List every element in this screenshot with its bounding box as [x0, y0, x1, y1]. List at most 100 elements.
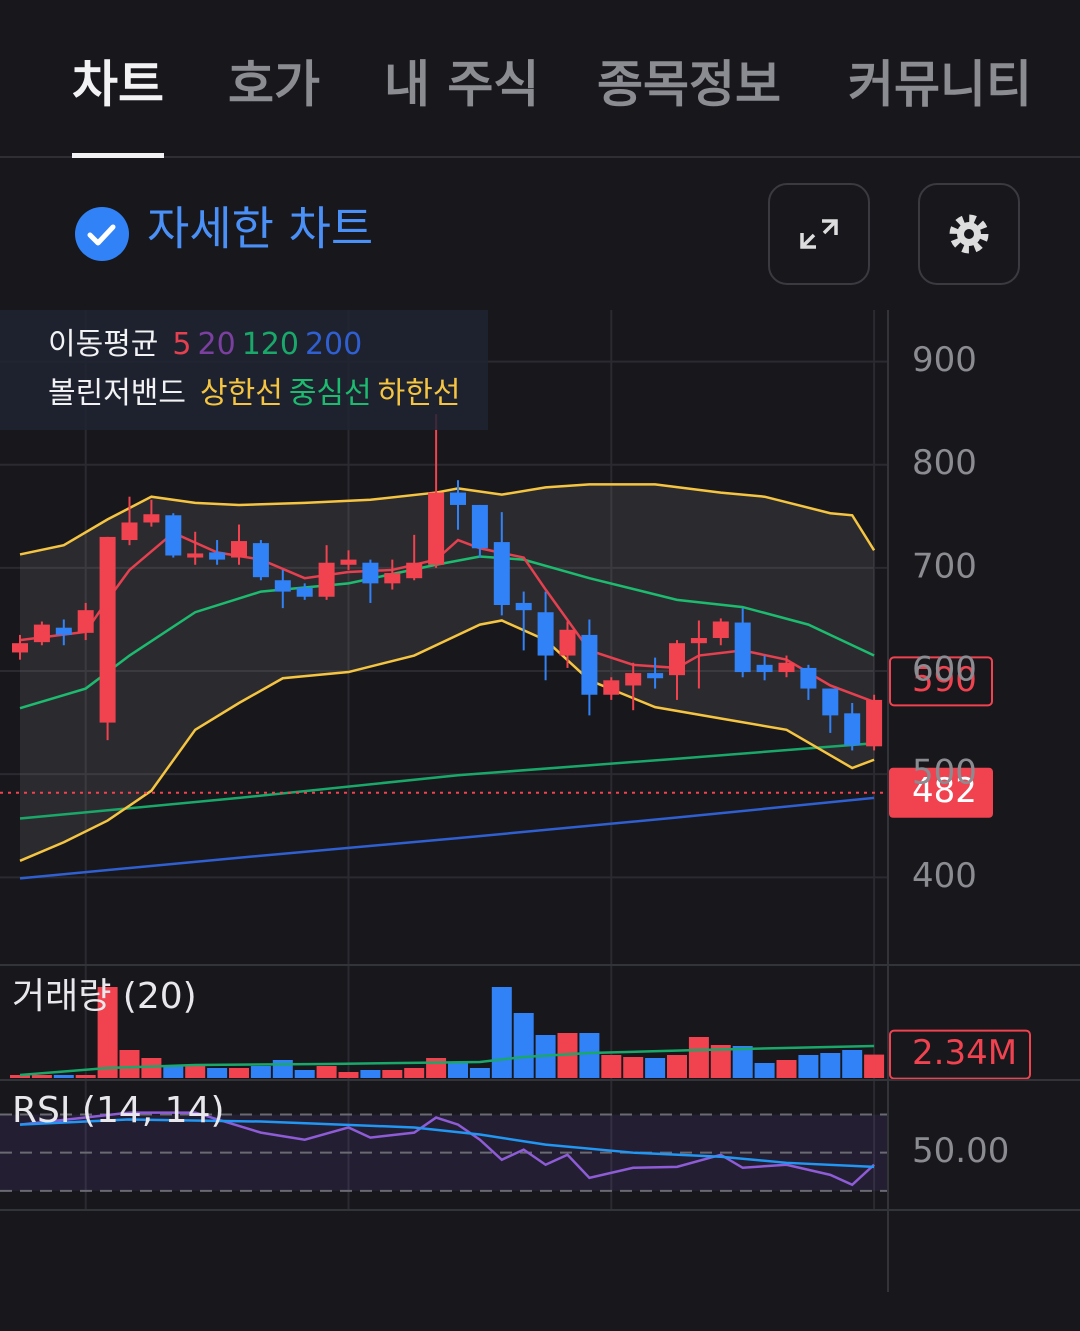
candle-body: [844, 713, 861, 746]
candle-body: [756, 664, 773, 673]
candle-body: [406, 562, 423, 579]
candle-body: [428, 492, 445, 565]
legend-row: 이동평균 5 20 120 200: [48, 327, 362, 362]
volume-bar: [732, 1046, 753, 1078]
current-price-box: [889, 656, 993, 707]
volume-bar: [250, 1066, 271, 1078]
plot-area: 22:0023:008일01:00: [0, 310, 888, 1210]
candle-body: [559, 629, 576, 656]
toggle-label: 자세한 차트: [147, 202, 373, 256]
volume-bar: [667, 1055, 687, 1078]
legend-entry: 하한선: [378, 376, 461, 411]
volume-bar: [601, 1055, 622, 1078]
indicator-line: [19, 796, 875, 880]
volume-bar: [491, 987, 512, 1078]
y-tick-label: 500: [912, 753, 977, 793]
volume-bar: [294, 1070, 315, 1078]
candle-body: [340, 559, 357, 565]
candle-body: [209, 552, 226, 560]
volume-bar: [710, 1045, 731, 1078]
settings-button[interactable]: [918, 183, 1020, 285]
candle-body: [121, 522, 138, 541]
candle-body: [77, 610, 94, 633]
tab[interactable]: 차트: [72, 56, 164, 114]
candle-body: [734, 622, 751, 673]
volume-bar: [448, 1062, 468, 1078]
candle-body: [647, 673, 664, 679]
indicator-line: [19, 1111, 875, 1187]
volume-bar: [338, 1072, 359, 1078]
gear-teeth: [949, 214, 989, 254]
candle-body: [712, 621, 729, 639]
candle-body: [690, 638, 707, 644]
volume-bar: [798, 1055, 819, 1078]
volume-bar: [53, 1075, 74, 1078]
average-price-label: 482: [912, 771, 977, 811]
volume-bar: [119, 1050, 140, 1078]
volume-bar: [513, 1013, 534, 1078]
volume-bar: [688, 1037, 709, 1078]
band-fill: [20, 484, 875, 861]
volume-label: 2.34M: [912, 1033, 1017, 1073]
indicator-line: [19, 619, 875, 862]
legend-entry: 120: [242, 327, 299, 362]
volume-bar: [229, 1068, 249, 1078]
legend-entry: 200: [305, 327, 362, 362]
volume-bar: [623, 1057, 644, 1078]
indicator-line: [19, 555, 875, 710]
volume-bar: [31, 1075, 52, 1078]
expand-icon: [800, 219, 838, 249]
candle-body: [165, 515, 182, 556]
candle-body: [362, 562, 379, 584]
volume-bar: [316, 1066, 337, 1078]
candle-body: [296, 587, 313, 597]
candle-body: [822, 688, 839, 716]
volume-bar: [426, 1058, 447, 1078]
tab-bar: 차트 호가 내 주식 종목정보 커뮤니티: [72, 56, 1032, 158]
volume-bar: [207, 1068, 228, 1078]
expand-button[interactable]: [768, 183, 870, 285]
indicator-line: [19, 531, 875, 704]
legend-label: 이동평균: [48, 327, 158, 362]
gear-hole: [964, 229, 974, 239]
tab[interactable]: 종목정보: [597, 56, 781, 114]
y-tick-label: 50.00: [912, 1131, 1009, 1171]
legend-entry: 상한선: [200, 376, 283, 411]
volume-bar: [469, 1068, 490, 1078]
indicator-line: [19, 1044, 875, 1077]
volume-bar: [404, 1068, 425, 1078]
legend-row: 볼린저밴드 상한선 중심선 하한선: [48, 376, 460, 411]
volume-bar: [820, 1053, 841, 1078]
panel-title: 거래량 (20): [12, 976, 197, 1017]
candle-body: [537, 612, 554, 656]
volume-bar: [842, 1050, 863, 1078]
volume-bar: [10, 1075, 30, 1078]
volume-bar: [776, 1060, 797, 1078]
candle-body: [581, 634, 598, 695]
toggle[interactable]: 자세한 차트: [75, 202, 373, 262]
legend-entry: 5: [172, 327, 191, 362]
y-tick-label: 400: [912, 856, 977, 896]
y-tick-label: 800: [912, 443, 977, 483]
legend-box: [0, 310, 488, 430]
candle-body: [318, 562, 335, 597]
volume-bar: [97, 987, 118, 1078]
tab[interactable]: 커뮤니티: [848, 56, 1032, 114]
average-price-box: [889, 767, 993, 818]
candle-body: [603, 680, 620, 695]
candle-body: [187, 553, 204, 558]
volume-bar: [645, 1058, 666, 1078]
volume-bar: [141, 1058, 162, 1078]
volume-bar: [185, 1066, 206, 1078]
tab[interactable]: 호가: [228, 56, 320, 114]
candle-body: [450, 492, 466, 505]
y-tick-label: 700: [912, 546, 977, 586]
candle-body: [99, 536, 116, 723]
tab[interactable]: 내 주식: [384, 56, 539, 114]
candle-body: [778, 662, 795, 673]
candle-body: [471, 504, 488, 549]
legend-entry: 중심선: [289, 376, 372, 411]
candle-body: [493, 542, 510, 606]
